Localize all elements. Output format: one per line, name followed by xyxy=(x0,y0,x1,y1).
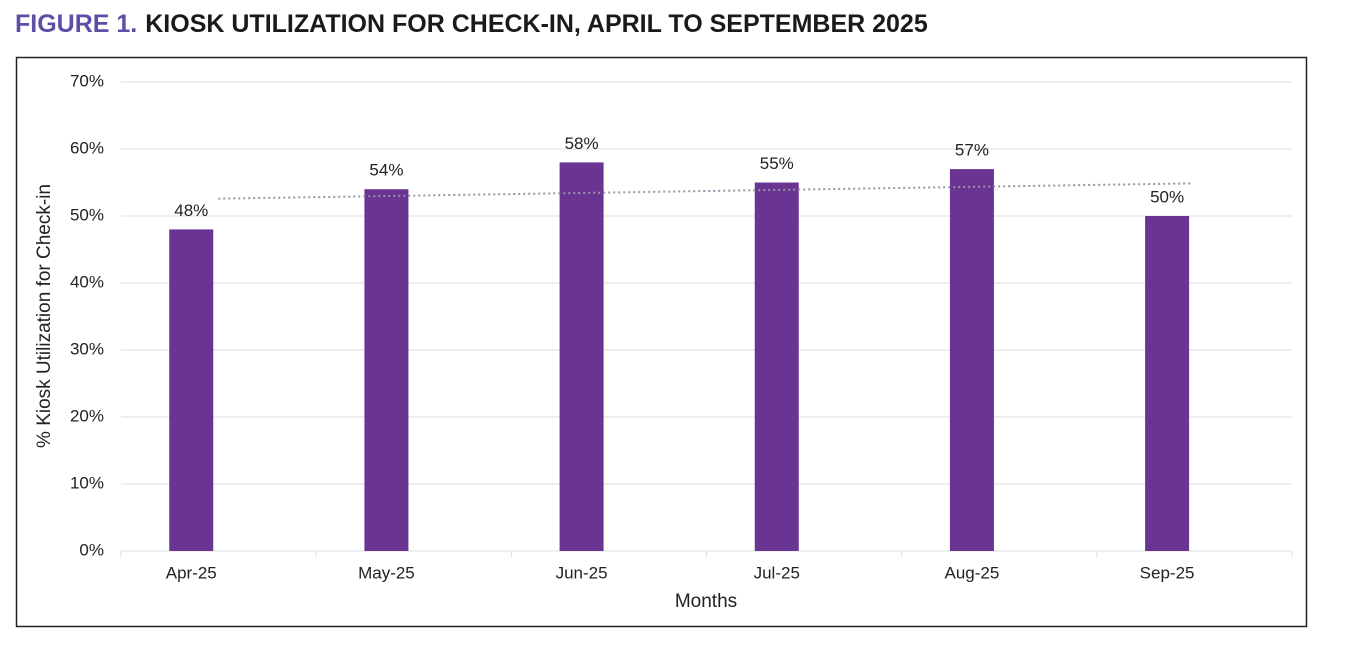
title-prefix: FIGURE 1. xyxy=(15,10,137,38)
bar xyxy=(754,182,799,551)
x-tick-label: Sep-25 xyxy=(1140,563,1195,582)
data-label: 58% xyxy=(565,134,599,153)
y-tick-label: 40% xyxy=(70,272,104,291)
bar xyxy=(364,189,409,551)
x-tick-label: Jun-25 xyxy=(556,563,608,582)
chart-frame xyxy=(15,56,1308,628)
y-tick-label: 10% xyxy=(70,473,104,492)
x-axis-title: Months xyxy=(675,591,737,612)
data-label: 48% xyxy=(174,201,208,220)
bar xyxy=(1145,216,1190,551)
x-tick-label: May-25 xyxy=(358,563,415,582)
x-tick-label: Apr-25 xyxy=(166,563,217,582)
data-label: 55% xyxy=(760,154,794,173)
y-tick-label: 0% xyxy=(79,540,104,559)
x-tick-label: Aug-25 xyxy=(945,563,1000,582)
bar xyxy=(169,229,214,551)
y-tick-label: 70% xyxy=(70,71,104,90)
y-tick-label: 30% xyxy=(70,339,104,358)
x-tick-label: Jul-25 xyxy=(754,563,800,582)
y-tick-label: 60% xyxy=(70,138,104,157)
y-tick-label: 20% xyxy=(70,406,104,425)
data-label: 54% xyxy=(369,161,403,180)
y-axis-title: % Kiosk Utilization for Check-in xyxy=(34,184,55,448)
y-tick-label: 50% xyxy=(70,205,104,224)
bar xyxy=(559,162,604,551)
trendline xyxy=(218,182,1192,200)
data-label: 57% xyxy=(955,141,989,160)
chart-title: FIGURE 1. KIOSK UTILIZATION FOR CHECK-IN,… xyxy=(15,10,928,38)
title-text: KIOSK UTILIZATION FOR CHECK-IN, APRIL TO… xyxy=(145,10,928,38)
data-label: 50% xyxy=(1150,187,1184,206)
bar xyxy=(949,169,994,551)
